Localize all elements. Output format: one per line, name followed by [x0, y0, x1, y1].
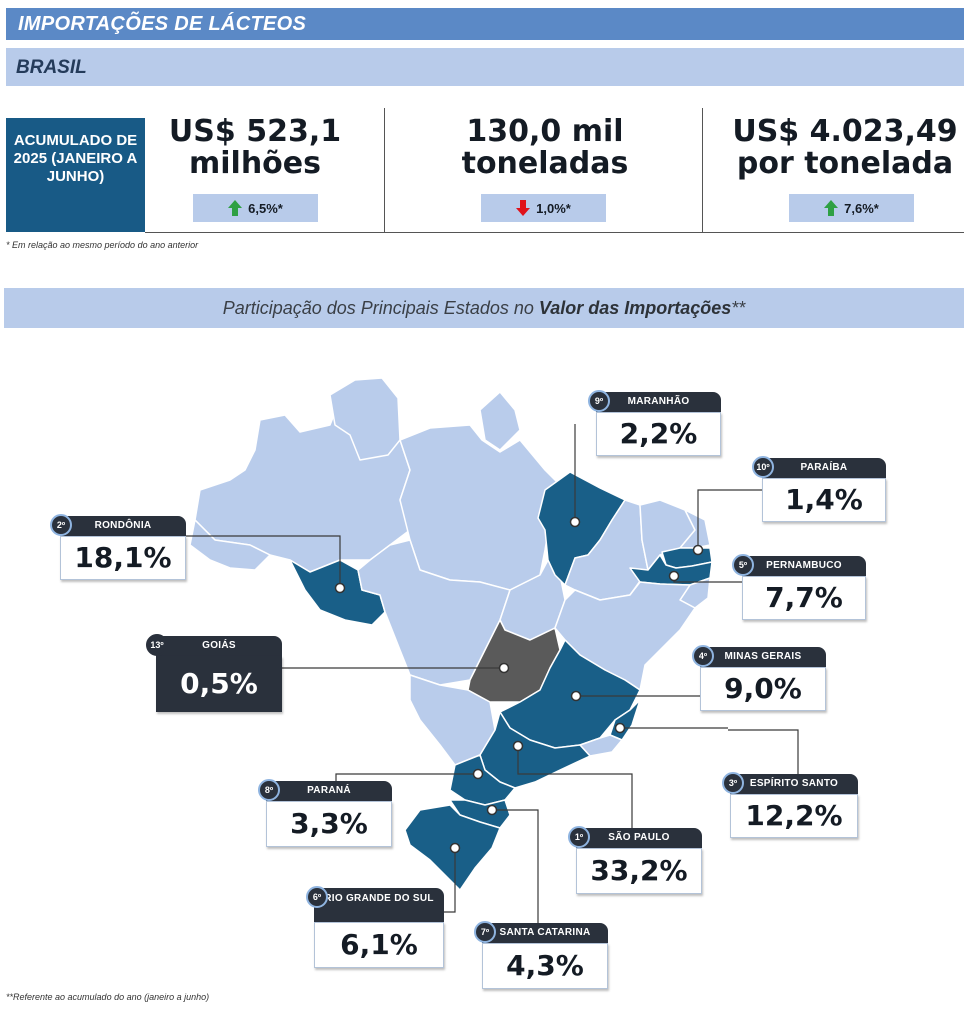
rank-badge-rondonia: 2º [50, 514, 72, 536]
kpi-value-price-line1: US$ 4.023,49 [732, 114, 958, 149]
map-title-bold: Valor das Importações [538, 298, 732, 318]
kpi-divider [384, 108, 385, 232]
rank-badge-santa-catarina: 7º [474, 921, 496, 943]
rank-badge-goias: 13º [146, 634, 168, 656]
rank-badge-parana: 8º [258, 779, 280, 801]
rank-badge-rio-grande-do-sul: 6º [306, 886, 328, 908]
callout-rio-grande-do-sul-name: RIO GRANDE DO SUL [314, 888, 444, 922]
callout-minas-gerais-share: 9,0% [700, 667, 826, 711]
callout-maranhao-name: MARANHÃO [596, 392, 721, 412]
kpi-change-usd: 6,5%* [193, 194, 318, 222]
callout-rio-grande-do-sul-share: 6,1% [314, 922, 444, 968]
map-title-plain: Participação dos Principais Estados no [222, 298, 539, 318]
kpi-baseline [145, 232, 964, 233]
map-footnote: **Referente ao acumulado do ano (janeiro… [6, 992, 210, 1002]
period-label: ACUMULADO DE 2025 (JANEIRO A JUNHO) [13, 132, 138, 185]
period-box: ACUMULADO DE 2025 (JANEIRO A JUNHO) [6, 118, 145, 232]
callout-paraiba-share: 1,4% [762, 478, 886, 522]
kpi-change-price-value: 7,6%* [844, 200, 879, 216]
marker-parana [472, 768, 484, 780]
callout-pernambuco-name: PERNAMBUCO [742, 556, 866, 576]
rank-badge-paraiba: 10º [752, 456, 774, 478]
callout-goias-name: GOIÁS [156, 636, 282, 656]
state-amapa [479, 391, 521, 451]
callout-minas-gerais-name: MINAS GERAIS [700, 647, 826, 667]
callout-santa-catarina-share: 4,3% [482, 943, 608, 989]
kpi-change-tons: 1,0%* [481, 194, 606, 222]
kpi-footnote: * Em relação ao mesmo período do ano ant… [6, 240, 199, 250]
country-label: BRASIL [16, 57, 87, 78]
callout-pernambuco-share: 7,7% [742, 576, 866, 620]
kpi-value-usd-line1: US$ 523,1 [168, 114, 342, 149]
rank-badge-maranhao: 9º [588, 390, 610, 412]
arrow-up-icon [824, 200, 839, 216]
kpi-value-usd: US$ 523,1 milhões [160, 116, 350, 180]
kpi-change-price: 7,6%* [789, 194, 914, 222]
callout-rondonia-name: RONDÔNIA [60, 516, 186, 536]
callout-espirito-santo-share: 12,2% [730, 794, 858, 838]
rank-badge-pernambuco: 5º [732, 554, 754, 576]
kpi-change-usd-value: 6,5%* [248, 200, 283, 216]
marker-paraiba [692, 544, 704, 556]
marker-pernambuco [668, 570, 680, 582]
arrow-down-icon [516, 200, 531, 216]
kpi-change-tons-value: 1,0%* [536, 200, 571, 216]
marker-maranhao [569, 516, 581, 528]
map-title-bar: Participação dos Principais Estados no V… [4, 288, 964, 328]
rank-badge-minas-gerais: 4º [692, 645, 714, 667]
kpi-value-tons-line2: toneladas [461, 146, 629, 181]
rank-badge-espirito-santo: 3º [722, 772, 744, 794]
title-bar: IMPORTAÇÕES DE LÁCTEOS [6, 8, 964, 40]
kpi-value-price-line2: por tonelada [736, 146, 954, 181]
callout-paraiba-name: PARAÍBA [762, 458, 886, 478]
callout-parana-share: 3,3% [266, 801, 392, 847]
kpi-divider [702, 108, 703, 232]
kpi-value-usd-line2: milhões [189, 146, 321, 181]
marker-rio-grande-do-sul [449, 842, 461, 854]
state-parana [449, 754, 516, 806]
callout-rondonia-share: 18,1% [60, 536, 186, 580]
page-title: IMPORTAÇÕES DE LÁCTEOS [18, 13, 307, 35]
marker-rondonia [334, 582, 346, 594]
arrow-up-icon [228, 200, 243, 216]
callout-espirito-santo-name: ESPÍRITO SANTO [730, 774, 858, 794]
state-acre [189, 519, 271, 571]
callout-parana-name: PARANÁ [266, 781, 392, 801]
callout-santa-catarina-name: SANTA CATARINA [482, 923, 608, 943]
map-title-suffix: ** [731, 298, 746, 318]
country-bar: BRASIL [6, 48, 964, 86]
state-roraima [329, 377, 401, 461]
marker-sao-paulo [512, 740, 524, 752]
marker-goias [498, 662, 510, 674]
callout-goias-share: 0,5% [156, 656, 282, 712]
marker-espirito-santo [614, 722, 626, 734]
callout-maranhao-share: 2,2% [596, 412, 721, 456]
map-title: Participação dos Principais Estados no V… [4, 298, 964, 319]
marker-minas-gerais [570, 690, 582, 702]
marker-santa-catarina [486, 804, 498, 816]
callout-sao-paulo-name: SÃO PAULO [576, 828, 702, 848]
kpi-value-price: US$ 4.023,49 por tonelada [720, 116, 970, 180]
rank-badge-sao-paulo: 1º [568, 826, 590, 848]
kpi-value-tons-line1: 130,0 mil [466, 114, 624, 149]
callout-sao-paulo-share: 33,2% [576, 848, 702, 894]
kpi-value-tons: 130,0 mil toneladas [440, 116, 650, 180]
